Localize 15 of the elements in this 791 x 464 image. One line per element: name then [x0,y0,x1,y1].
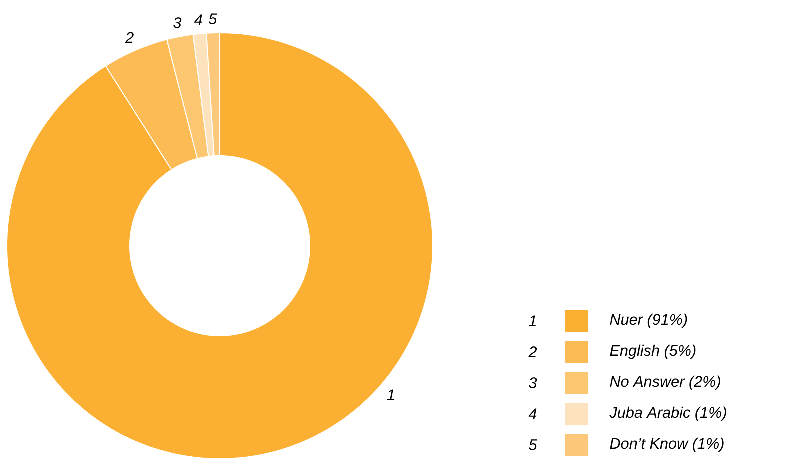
text: 2 [126,32,134,44]
text: 1 [529,316,536,326]
legend-label: Don’t Know (1%) [610,438,724,452]
legend-label: Nuer (91%) [610,314,688,328]
text: 3 [174,18,182,28]
legend-label: Juba Arabic (1%) [610,406,726,422]
text: 3 [529,378,538,388]
text: 1 [387,390,394,400]
text: 2 [528,346,538,358]
text: 4 [528,408,537,420]
legend-label: English (5%) [610,344,696,360]
text: 4 [194,14,202,26]
text: 5 [529,440,538,450]
text: 5 [208,14,218,24]
legend-label: No Answer (2%) [610,376,720,390]
